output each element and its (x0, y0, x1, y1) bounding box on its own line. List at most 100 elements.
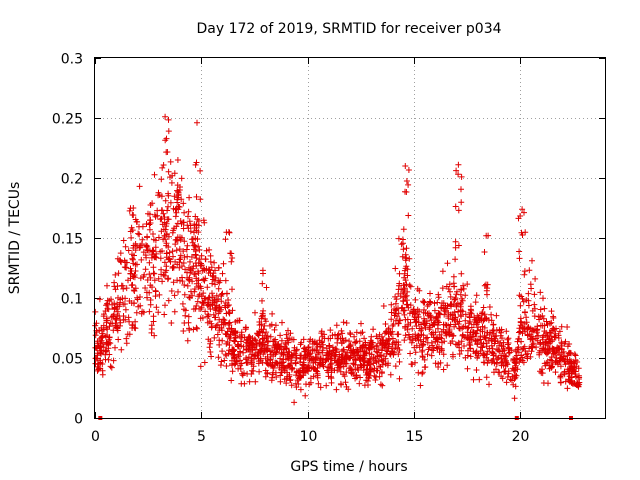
data-point (480, 304, 487, 311)
data-point (401, 290, 407, 297)
data-point (343, 356, 350, 363)
data-point (272, 322, 279, 329)
data-point (385, 325, 392, 332)
data-point (546, 329, 553, 336)
data-point (548, 357, 555, 364)
data-point (388, 316, 395, 323)
data-point (535, 332, 542, 339)
data-point (259, 359, 266, 366)
data-point (161, 311, 168, 318)
data-point (351, 333, 358, 340)
data-point (192, 305, 199, 312)
data-point (373, 348, 380, 355)
data-point (291, 399, 298, 406)
data-point (421, 299, 428, 306)
data-point (174, 237, 181, 244)
data-point (452, 341, 459, 348)
data-point (157, 255, 164, 262)
data-point (317, 355, 324, 362)
data-point (179, 263, 185, 270)
data-point (548, 365, 555, 371)
data-point (113, 322, 120, 329)
data-point (260, 312, 266, 319)
data-point (452, 203, 459, 210)
data-point (220, 260, 227, 267)
data-point (184, 337, 191, 344)
data-point (283, 375, 290, 382)
data-point (138, 256, 145, 263)
data-point (221, 357, 228, 364)
data-point (300, 336, 307, 343)
data-point (398, 305, 405, 312)
data-point (342, 337, 349, 344)
data-point (332, 348, 339, 354)
y-tick-label: 0.25 (52, 112, 83, 128)
data-point (396, 270, 403, 277)
data-point (402, 251, 409, 258)
data-point (511, 395, 518, 402)
data-point (529, 336, 536, 343)
data-point (268, 351, 274, 358)
data-point (158, 176, 165, 183)
data-point (180, 200, 187, 207)
data-point (508, 347, 515, 354)
data-point (151, 270, 158, 277)
data-point (317, 384, 324, 391)
data-point (252, 378, 259, 385)
data-point (318, 339, 325, 346)
data-point (565, 370, 572, 377)
data-point (401, 267, 408, 274)
data-point (104, 317, 111, 324)
data-point (208, 320, 215, 327)
data-point (158, 271, 165, 278)
data-point (547, 338, 554, 345)
data-point (424, 303, 431, 309)
data-point (218, 298, 225, 305)
data-point (310, 365, 317, 372)
data-point (229, 286, 235, 293)
data-point (251, 356, 257, 362)
data-point (109, 313, 116, 320)
data-point (388, 345, 395, 352)
data-point (314, 343, 321, 350)
data-point (448, 303, 454, 310)
data-point (327, 352, 333, 359)
data-point (121, 257, 128, 264)
data-point (366, 358, 373, 365)
data-point (109, 301, 116, 308)
data-point (467, 303, 474, 310)
data-point (165, 244, 172, 250)
data-point (403, 245, 410, 252)
data-point (515, 336, 522, 342)
data-point (440, 366, 447, 373)
data-point (226, 335, 233, 342)
data-point (466, 340, 473, 346)
data-point (115, 336, 122, 343)
data-point (522, 328, 529, 335)
data-point (555, 349, 562, 356)
data-point (130, 212, 137, 219)
data-point (137, 275, 144, 282)
data-point (377, 339, 384, 345)
data-point (201, 359, 208, 366)
data-point (108, 296, 114, 303)
data-point (460, 323, 467, 330)
data-point (528, 344, 535, 351)
data-point (439, 268, 446, 275)
data-point (176, 256, 183, 263)
data-point (531, 313, 538, 320)
data-point (159, 248, 165, 254)
data-point (488, 317, 495, 324)
data-point (409, 325, 416, 332)
x-tick-label: 0 (91, 429, 100, 445)
data-point (565, 350, 572, 357)
data-point (212, 267, 218, 274)
data-point (297, 374, 303, 380)
data-point (308, 356, 315, 363)
data-point (406, 255, 413, 262)
data-point (118, 346, 125, 353)
data-point (411, 344, 418, 351)
data-point (396, 375, 403, 382)
data-point (515, 349, 522, 356)
data-point (201, 299, 207, 306)
